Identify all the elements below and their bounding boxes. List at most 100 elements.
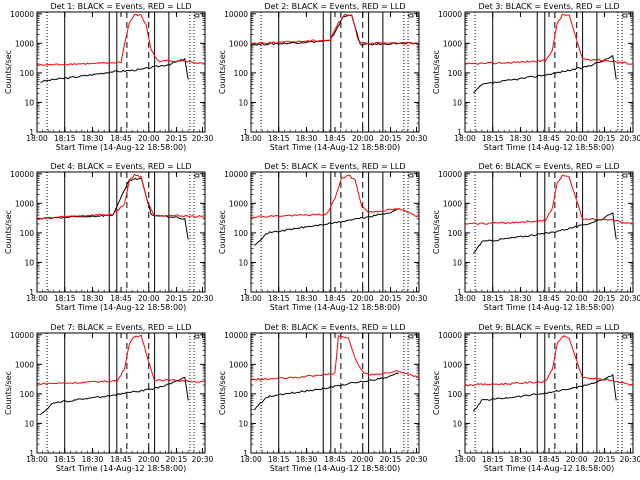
- y-tick-label: 10000: [438, 170, 462, 179]
- y-tick-label: 10000: [224, 10, 248, 19]
- x-axis-label: Start Time (14-Aug-12 18:58:00): [484, 143, 615, 152]
- y-tick-label: 10: [452, 258, 462, 267]
- x-tick-label: 20:15: [594, 294, 616, 303]
- lld-series-line: [36, 13, 206, 66]
- x-tick-label: 18:30: [296, 294, 318, 303]
- y-tick-label: 1: [29, 288, 34, 297]
- events-series-line: [40, 376, 189, 416]
- chart-panel: Det 8: BLACK = Events, RED = LLD Counts/s…: [218, 323, 428, 473]
- y-tick-label: 10: [238, 258, 248, 267]
- x-tick-label: 18:45: [324, 134, 346, 143]
- events-series-line: [473, 54, 617, 94]
- y-tick-label: 100: [448, 69, 463, 78]
- events-series-line: [36, 177, 189, 240]
- chart-title: Det 9: BLACK = Events, RED = LLD: [479, 323, 620, 332]
- y-axis-label: Counts/sec: [432, 210, 441, 254]
- y-tick-label: 10: [24, 419, 34, 428]
- x-tick-label: 18:00: [240, 455, 262, 464]
- y-tick-label: 10000: [224, 331, 248, 340]
- x-tick-label: 20:00: [352, 134, 374, 143]
- y-tick-label: 100: [20, 390, 35, 399]
- marker-flag: [194, 173, 200, 178]
- x-tick-label: 20:00: [566, 134, 588, 143]
- x-axis-label: Start Time (14-Aug-12 18:58:00): [56, 143, 187, 152]
- x-tick-label: 18:15: [482, 134, 504, 143]
- x-tick-label: 20:00: [566, 294, 588, 303]
- y-tick-label: 1000: [15, 39, 34, 48]
- x-tick-label: 20:15: [166, 455, 188, 464]
- x-tick-label: 18:00: [26, 134, 48, 143]
- y-tick-label: 100: [20, 69, 35, 78]
- chart-panel: Det 4: BLACK = Events, RED = LLD Counts/s…: [4, 162, 214, 312]
- x-tick-label: 20:00: [138, 294, 160, 303]
- y-tick-label: 1000: [15, 360, 34, 369]
- x-tick-label: 18:45: [110, 294, 132, 303]
- events-series-line: [253, 372, 399, 411]
- lld-series-line: [36, 173, 206, 221]
- y-tick-label: 1: [243, 288, 248, 297]
- x-tick-label: 20:30: [620, 134, 640, 143]
- x-tick-label: 18:15: [54, 455, 76, 464]
- marker-flag: [408, 173, 414, 178]
- x-tick-label: 18:15: [54, 134, 76, 143]
- chart-panel: Det 9: BLACK = Events, RED = LLD Counts/s…: [432, 323, 640, 473]
- x-tick-label: 18:15: [268, 134, 290, 143]
- plot-frame: [36, 332, 206, 454]
- chart-title: Det 1: BLACK = Events, RED = LLD: [51, 2, 192, 11]
- y-tick-label: 100: [234, 229, 249, 238]
- x-tick-label: 18:15: [482, 455, 504, 464]
- lld-series-line: [36, 334, 206, 386]
- y-tick-label: 1000: [15, 199, 34, 208]
- x-tick-label: 20:30: [406, 294, 428, 303]
- x-tick-label: 20:15: [166, 134, 188, 143]
- x-axis-label: Start Time (14-Aug-12 18:58:00): [484, 464, 615, 473]
- x-tick-label: 18:30: [82, 134, 104, 143]
- y-axis-label: Counts/sec: [218, 371, 227, 415]
- y-tick-label: 1000: [229, 199, 248, 208]
- x-tick-label: 18:30: [296, 134, 318, 143]
- y-tick-label: 100: [448, 390, 463, 399]
- x-tick-label: 18:45: [110, 134, 132, 143]
- y-axis-label: Counts/sec: [218, 50, 227, 94]
- x-tick-label: 20:15: [380, 134, 402, 143]
- x-tick-label: 20:15: [594, 455, 616, 464]
- y-tick-label: 1000: [443, 360, 462, 369]
- events-series-line: [40, 57, 189, 83]
- x-tick-label: 18:00: [26, 294, 48, 303]
- marker-flag: [408, 334, 414, 339]
- chart-title: Det 8: BLACK = Events, RED = LLD: [265, 323, 406, 332]
- y-tick-label: 100: [234, 69, 249, 78]
- y-tick-label: 100: [234, 390, 249, 399]
- y-tick-label: 1: [29, 449, 34, 458]
- x-tick-label: 18:45: [538, 294, 560, 303]
- chart-panel: Det 7: BLACK = Events, RED = LLD Counts/s…: [4, 323, 214, 473]
- x-tick-label: 20:00: [352, 294, 374, 303]
- y-tick-label: 10: [24, 98, 34, 107]
- chart-title: Det 2: BLACK = Events, RED = LLD: [265, 2, 406, 11]
- x-tick-label: 18:15: [268, 294, 290, 303]
- y-tick-label: 10: [238, 419, 248, 428]
- x-tick-label: 20:00: [566, 455, 588, 464]
- y-tick-label: 1: [243, 128, 248, 137]
- x-axis-label: Start Time (14-Aug-12 18:58:00): [270, 464, 401, 473]
- chart-title: Det 3: BLACK = Events, RED = LLD: [479, 2, 620, 11]
- chart-panel: Det 3: BLACK = Events, RED = LLD Counts/s…: [432, 2, 640, 152]
- plot-frame: [250, 332, 420, 454]
- x-tick-label: 18:45: [324, 455, 346, 464]
- x-tick-label: 18:45: [538, 455, 560, 464]
- y-tick-label: 1: [243, 449, 248, 458]
- chart-panel: Det 6: BLACK = Events, RED = LLD Counts/s…: [432, 162, 640, 312]
- y-axis-label: Counts/sec: [4, 50, 13, 94]
- events-series-line: [472, 374, 617, 412]
- x-tick-label: 20:30: [620, 455, 640, 464]
- x-tick-label: 18:30: [82, 455, 104, 464]
- lld-series-line: [250, 13, 419, 45]
- x-tick-label: 18:00: [26, 455, 48, 464]
- y-axis-label: Counts/sec: [4, 371, 13, 415]
- y-tick-label: 10000: [10, 331, 34, 340]
- plot-frame: [464, 332, 634, 454]
- y-tick-label: 10000: [438, 331, 462, 340]
- x-tick-label: 18:30: [296, 455, 318, 464]
- marker-flag: [194, 334, 200, 339]
- lld-series-line: [464, 174, 634, 226]
